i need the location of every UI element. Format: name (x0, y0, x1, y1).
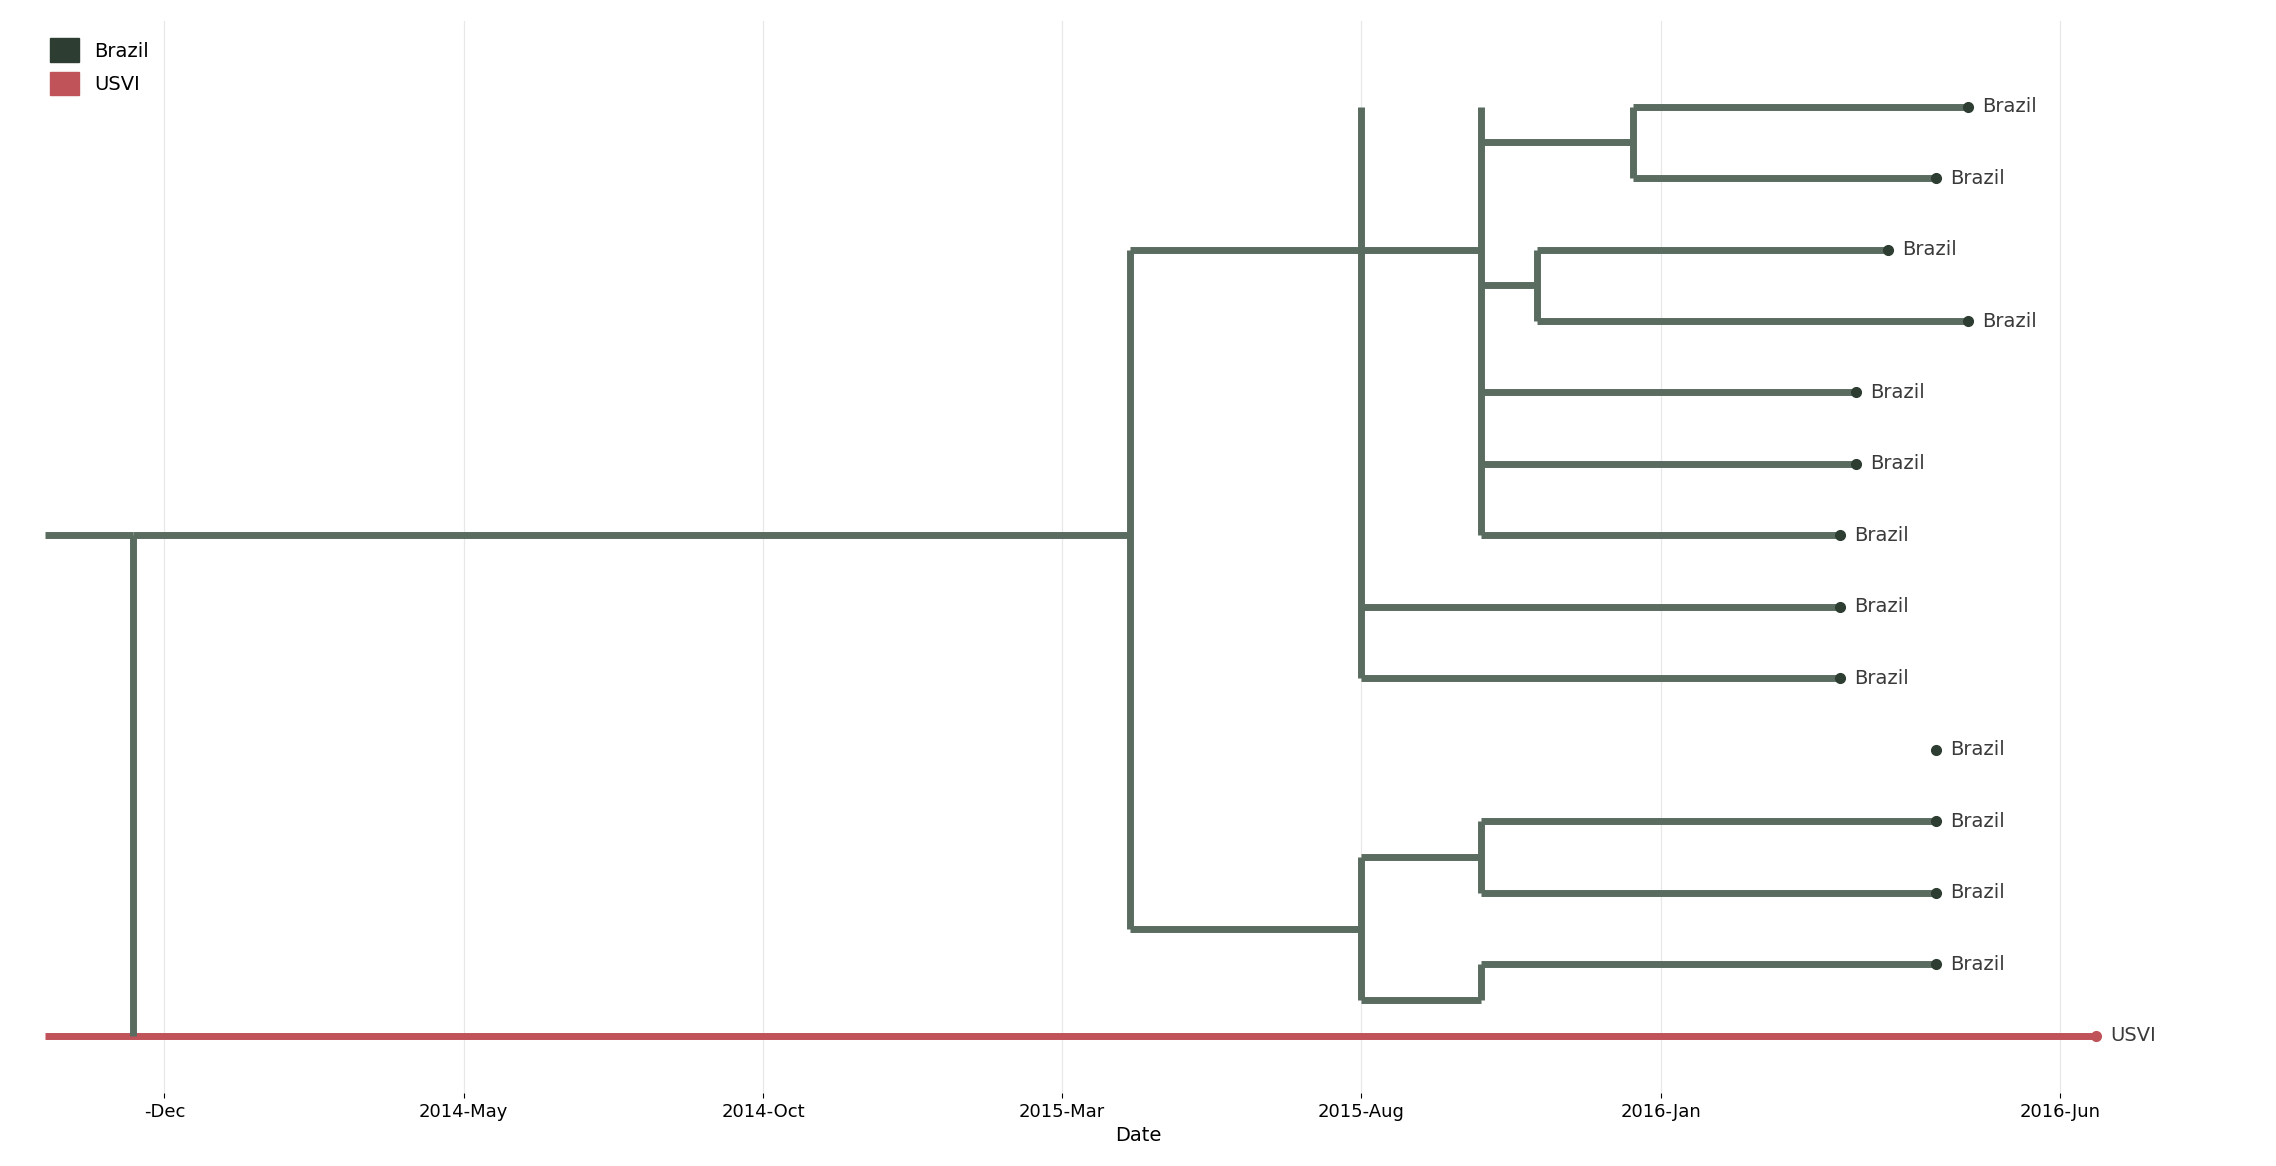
Text: Brazil: Brazil (1951, 955, 2005, 974)
Text: Brazil: Brazil (1951, 884, 2005, 902)
Legend: Brazil, USVI: Brazil, USVI (41, 30, 157, 104)
Text: Brazil: Brazil (1951, 169, 2005, 188)
X-axis label: Date: Date (1115, 1126, 1161, 1145)
Text: Brazil: Brazil (1855, 597, 1910, 617)
Text: Brazil: Brazil (1982, 97, 2037, 117)
Text: Brazil: Brazil (1855, 526, 1910, 545)
Text: Brazil: Brazil (1871, 382, 1925, 402)
Text: Brazil: Brazil (1951, 812, 2005, 831)
Text: Brazil: Brazil (1855, 669, 1910, 688)
Text: Brazil: Brazil (1871, 455, 1925, 473)
Text: Brazil: Brazil (1982, 311, 2037, 330)
Text: Brazil: Brazil (1903, 240, 1957, 259)
Text: USVI: USVI (2110, 1026, 2155, 1045)
Text: Brazil: Brazil (1951, 740, 2005, 759)
